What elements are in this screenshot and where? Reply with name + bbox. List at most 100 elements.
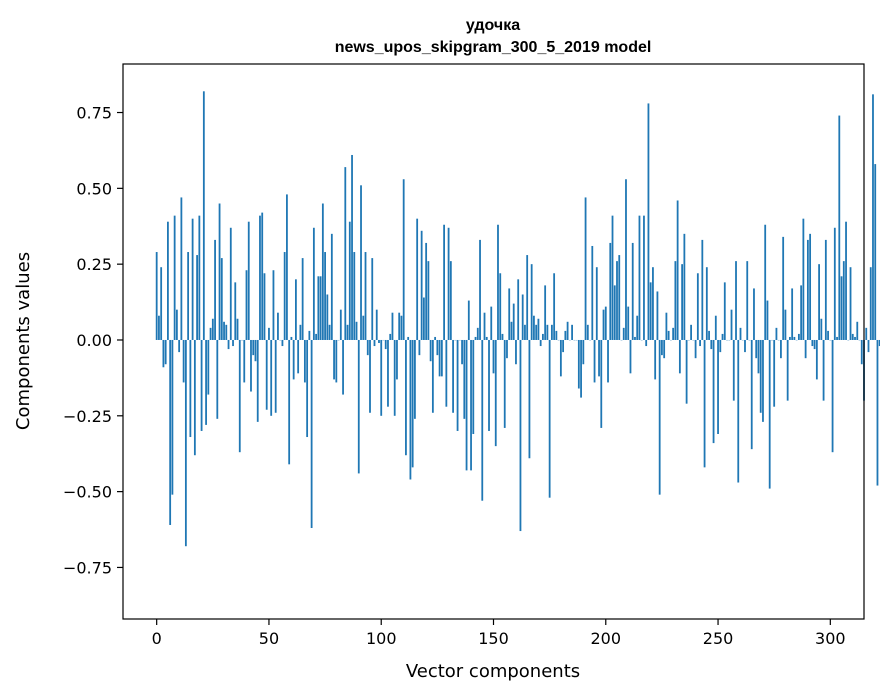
bar <box>739 327 742 340</box>
bar <box>577 339 580 389</box>
bar <box>753 288 755 340</box>
bar <box>723 282 726 340</box>
bar <box>672 327 675 340</box>
bar <box>840 276 843 340</box>
bar <box>301 258 304 340</box>
bar <box>757 339 760 374</box>
bar <box>584 197 587 340</box>
bar <box>627 306 630 340</box>
bar <box>373 339 376 347</box>
bar <box>766 300 769 340</box>
bar <box>521 294 524 340</box>
bar <box>319 276 322 340</box>
bar <box>602 309 605 340</box>
bar <box>256 339 259 422</box>
bar <box>730 309 733 340</box>
bar <box>438 339 441 377</box>
bar <box>443 224 445 340</box>
bar <box>773 339 776 407</box>
bar <box>223 321 225 340</box>
y-tick-label: 0.00 <box>76 331 112 350</box>
x-tick-label: 0 <box>152 629 162 648</box>
bar <box>189 339 192 438</box>
bar <box>517 279 520 340</box>
bar <box>344 167 347 340</box>
bar <box>508 288 511 340</box>
bar <box>519 339 522 532</box>
bar <box>306 339 309 438</box>
bar <box>191 218 194 340</box>
bar <box>214 239 216 340</box>
bar <box>362 315 365 340</box>
x-tick-label: 150 <box>478 629 509 648</box>
bar <box>420 230 423 340</box>
bar <box>236 318 239 340</box>
bar <box>259 215 261 340</box>
bar <box>789 336 791 340</box>
bar <box>407 336 410 340</box>
bar <box>488 339 490 431</box>
x-tick-label: 50 <box>259 629 279 648</box>
bar <box>414 339 416 419</box>
bar <box>333 339 335 380</box>
bar <box>178 339 181 353</box>
y-tick-label: 0.50 <box>76 179 112 198</box>
bar <box>616 261 618 340</box>
bar <box>315 333 318 340</box>
bar <box>497 224 499 340</box>
bar <box>604 306 607 340</box>
bar <box>286 194 288 340</box>
bar <box>416 218 419 340</box>
bar <box>481 339 484 501</box>
bar <box>833 227 836 340</box>
bar <box>216 339 219 419</box>
bar <box>849 267 852 340</box>
bar <box>232 339 234 347</box>
bar <box>838 115 841 340</box>
bar <box>398 312 401 340</box>
bar <box>449 261 452 340</box>
bar <box>676 200 679 340</box>
bar <box>474 336 477 340</box>
bar <box>809 233 812 340</box>
x-axis-label: Vector components <box>406 661 580 682</box>
bar <box>636 315 639 340</box>
bars-group <box>155 91 880 547</box>
bar <box>678 339 681 374</box>
bar <box>330 233 333 340</box>
bar <box>595 267 598 340</box>
bar <box>180 197 183 340</box>
bar <box>371 258 374 340</box>
bar <box>467 300 470 340</box>
bar <box>227 339 230 350</box>
bar <box>483 312 486 340</box>
bar <box>299 324 302 340</box>
bar <box>649 282 652 340</box>
bar <box>335 339 338 383</box>
bar <box>550 324 553 340</box>
bar <box>775 327 778 340</box>
bar <box>708 330 710 340</box>
bar <box>312 227 315 340</box>
bar <box>764 224 767 340</box>
bar <box>326 294 329 340</box>
bar <box>431 339 434 413</box>
bar <box>198 215 201 340</box>
bar <box>270 339 273 416</box>
bar <box>503 339 506 428</box>
bar <box>243 339 246 383</box>
bar <box>822 339 825 401</box>
bar <box>515 339 517 365</box>
x-tick-label: 200 <box>590 629 621 648</box>
bar <box>645 339 648 347</box>
bar <box>526 255 529 340</box>
bar <box>429 339 432 362</box>
x-axis: 0 50 100 150 200 250 300 <box>152 619 846 648</box>
bar <box>263 273 266 340</box>
bar <box>220 258 223 340</box>
bar <box>539 339 542 347</box>
bar <box>196 255 198 340</box>
bar <box>667 330 670 340</box>
bar <box>824 239 827 340</box>
bar <box>717 339 719 434</box>
